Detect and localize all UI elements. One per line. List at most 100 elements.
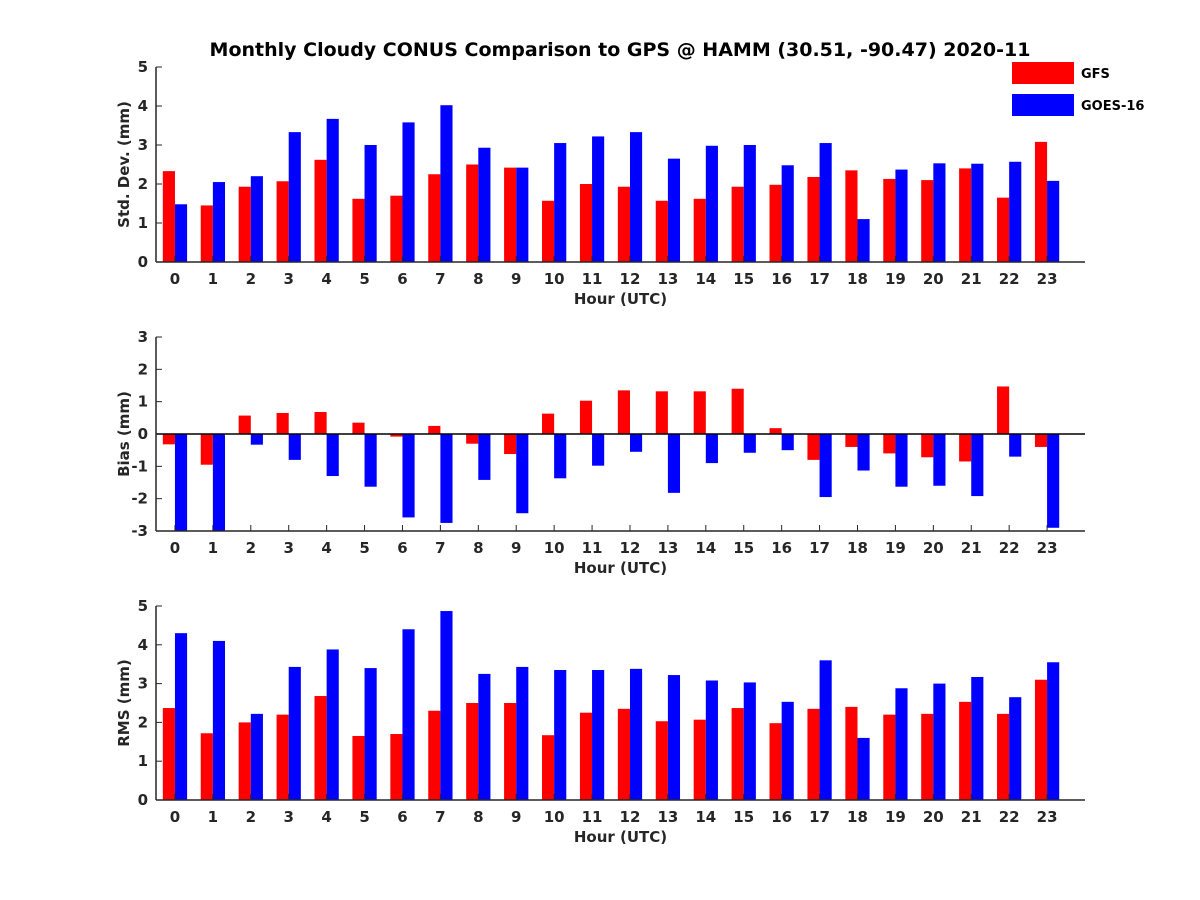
bar-gfs-hour-8 [466, 164, 479, 262]
x-tick-label: 10 [544, 539, 565, 557]
x-tick-label: 21 [961, 808, 982, 826]
y-tick-label: 3 [138, 675, 148, 693]
bar-gfs-hour-1 [200, 205, 213, 262]
bar-gfs-hour-20 [921, 713, 934, 800]
x-tick-label: 15 [733, 808, 754, 826]
y-tick-label: 5 [138, 58, 148, 76]
bar-gfs-hour-1 [200, 434, 213, 465]
y-tick-label: -3 [131, 522, 148, 540]
x-tick-label: 4 [321, 270, 331, 288]
x-tick-label: 12 [620, 270, 641, 288]
x-tick-label: 17 [809, 270, 830, 288]
x-tick-label: 22 [999, 808, 1020, 826]
y-tick-label: 1 [138, 393, 148, 411]
x-tick-label: 21 [961, 270, 982, 288]
bar-gfs-hour-3 [276, 714, 289, 800]
bar-gfs-hour-3 [276, 412, 289, 434]
bar-gfs-hour-6 [390, 734, 403, 800]
bar-gfs-hour-20 [921, 180, 934, 262]
y-axis-label: Bias (mm) [115, 391, 133, 477]
bar-goes16-hour-5 [364, 434, 377, 487]
bar-goes16-hour-1 [212, 640, 226, 800]
bar-gfs-hour-22 [997, 197, 1010, 262]
bar-gfs-hour-9 [504, 703, 517, 800]
x-tick-label: 19 [885, 270, 906, 288]
bar-goes16-hour-15 [743, 434, 756, 453]
x-tick-label: 17 [809, 808, 830, 826]
bar-gfs-hour-7 [428, 425, 441, 434]
bar-gfs-hour-17 [807, 176, 820, 262]
x-tick-label: 9 [511, 539, 521, 557]
x-tick-label: 4 [321, 539, 331, 557]
bar-gfs-hour-15 [731, 388, 744, 434]
x-tick-label: 20 [923, 808, 944, 826]
bar-goes16-hour-7 [440, 434, 453, 523]
bar-goes16-hour-11 [592, 434, 605, 466]
x-tick-label: 2 [246, 270, 256, 288]
x-tick-label: 21 [961, 539, 982, 557]
bar-goes16-hour-7 [440, 611, 453, 800]
x-tick-label: 16 [771, 808, 792, 826]
x-tick-label: 9 [511, 270, 521, 288]
x-tick-label: 9 [511, 808, 521, 826]
x-tick-label: 16 [771, 539, 792, 557]
x-tick-label: 0 [170, 808, 180, 826]
bar-gfs-hour-13 [655, 200, 668, 262]
bar-gfs-hour-18 [845, 434, 858, 447]
x-tick-label: 6 [397, 808, 407, 826]
x-tick-label: 12 [620, 539, 641, 557]
x-tick-label: 5 [359, 270, 369, 288]
bar-goes16-hour-13 [667, 434, 681, 493]
y-tick-label: 0 [138, 425, 148, 443]
bar-goes16-hour-17 [819, 660, 832, 800]
bar-gfs-hour-22 [997, 713, 1010, 800]
x-tick-label: 3 [283, 270, 293, 288]
bar-gfs-hour-8 [466, 434, 479, 444]
bar-goes16-hour-6 [402, 629, 415, 800]
bar-goes16-hour-22 [1009, 434, 1022, 457]
bar-goes16-hour-23 [1047, 434, 1060, 528]
x-tick-label: 6 [397, 270, 407, 288]
bar-goes16-hour-12 [629, 434, 643, 452]
bar-gfs-hour-13 [655, 721, 668, 800]
y-tick-label: 0 [138, 791, 148, 809]
bar-goes16-hour-21 [971, 434, 984, 497]
x-tick-label: 7 [435, 539, 445, 557]
x-tick-label: 16 [771, 270, 792, 288]
bar-goes16-hour-0 [174, 434, 188, 531]
bar-goes16-hour-9 [516, 434, 529, 514]
x-tick-label: 22 [999, 270, 1020, 288]
bar-gfs-hour-6 [390, 195, 403, 262]
bar-gfs-hour-19 [883, 178, 896, 262]
bar-gfs-hour-5 [352, 198, 365, 262]
x-tick-label: 11 [582, 539, 603, 557]
bar-goes16-hour-11 [592, 670, 605, 800]
x-axis-label: Hour (UTC) [574, 828, 667, 846]
bar-goes16-hour-17 [819, 434, 832, 498]
x-tick-label: 14 [695, 270, 716, 288]
bar-gfs-hour-16 [769, 723, 782, 800]
y-tick-label: -2 [131, 490, 148, 508]
bar-gfs-hour-14 [693, 719, 706, 800]
bar-goes16-hour-15 [743, 682, 756, 800]
bar-gfs-hour-21 [959, 168, 972, 262]
y-tick-label: 2 [138, 713, 148, 731]
bar-gfs-hour-18 [845, 170, 858, 262]
y-tick-label: 4 [138, 636, 148, 654]
bar-goes16-hour-7 [440, 105, 453, 262]
bar-goes16-hour-12 [629, 668, 643, 800]
bar-goes16-hour-23 [1047, 662, 1060, 800]
bar-goes16-hour-8 [478, 147, 491, 262]
bar-goes16-hour-16 [781, 434, 794, 451]
x-tick-label: 3 [283, 808, 293, 826]
x-tick-label: 12 [620, 808, 641, 826]
x-tick-label: 4 [321, 808, 331, 826]
x-tick-label: 8 [473, 270, 483, 288]
x-tick-label: 1 [208, 539, 218, 557]
y-tick-label: 5 [138, 597, 148, 615]
x-tick-label: 8 [473, 808, 483, 826]
bar-gfs-hour-12 [617, 708, 630, 800]
y-tick-label: 4 [138, 97, 148, 115]
